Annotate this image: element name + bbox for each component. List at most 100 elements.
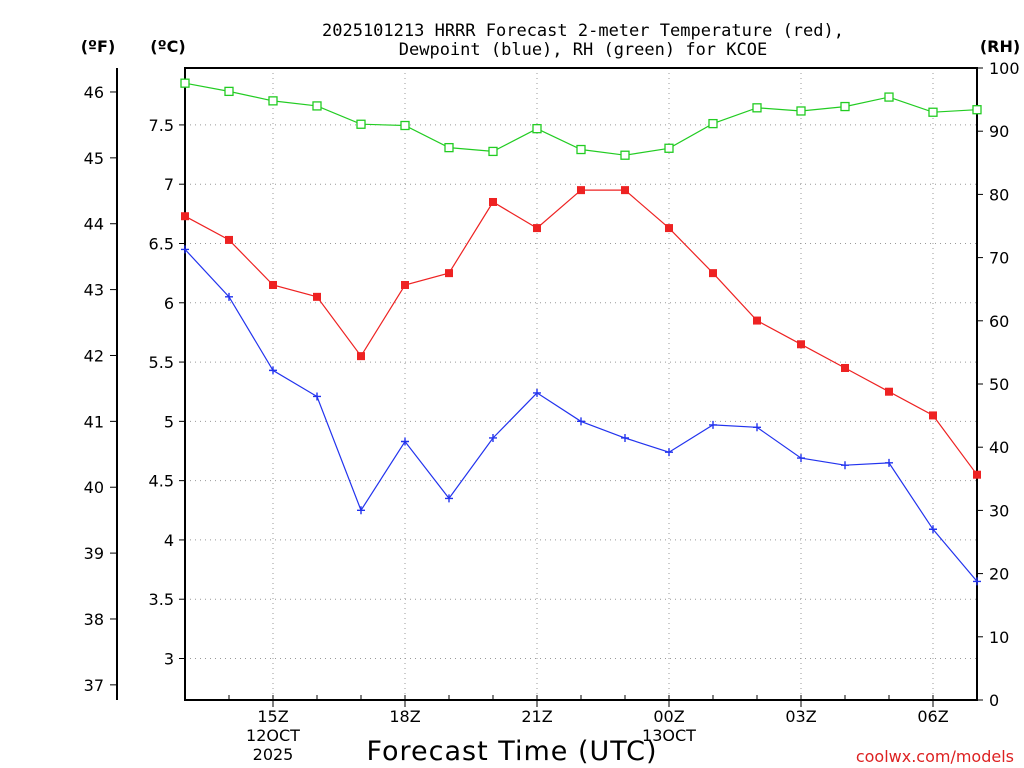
rh-point <box>224 86 234 97</box>
rh-tick-label: 70 <box>989 249 1009 268</box>
temperature-point <box>885 387 893 396</box>
rh-tick-label: 80 <box>989 185 1009 204</box>
chart-title-line2: Dewpoint (blue), RH (green) for KCOE <box>399 40 767 60</box>
temperature-point <box>929 411 937 420</box>
fahrenheit-tick-label: 46 <box>84 83 104 102</box>
dewpoint-point <box>665 448 673 457</box>
dewpoint-point <box>401 437 409 446</box>
rh-point <box>488 146 498 157</box>
temperature-point <box>269 280 277 289</box>
credit-label: coolwx.com/models <box>856 747 1014 766</box>
x-tick-date-label: 13OCT <box>642 726 696 745</box>
dewpoint-point <box>577 417 585 426</box>
rh-tick-label: 0 <box>989 691 999 710</box>
dewpoint-point <box>445 494 453 503</box>
rh-point <box>400 120 410 131</box>
rh-point <box>664 143 674 153</box>
dewpoint-point <box>357 506 365 515</box>
x-tick-label: 15Z <box>257 707 288 726</box>
celsius-tick-label: 6.5 <box>149 234 174 253</box>
chart-title-line1: 2025101213 HRRR Forecast 2-meter Tempera… <box>322 21 844 41</box>
dewpoint-point <box>313 392 321 401</box>
x-tick-label: 06Z <box>917 707 948 726</box>
dewpoint-point <box>181 245 189 254</box>
rh-tick-label: 60 <box>989 312 1009 331</box>
temperature-point <box>401 280 409 289</box>
rh-tick-label: 10 <box>989 628 1009 647</box>
celsius-unit-label: (ºC) <box>150 37 185 56</box>
rh-point <box>840 101 850 112</box>
rh-unit-label: (RH) <box>980 37 1020 56</box>
dewpoint-point <box>269 366 277 375</box>
x-tick-year-label: 2025 <box>253 745 294 764</box>
celsius-tick-label: 4 <box>164 531 174 550</box>
fahrenheit-tick-label: 38 <box>84 610 104 629</box>
temperature-point <box>973 470 981 479</box>
temperature-point <box>533 224 541 233</box>
x-axis-title: Forecast Time (UTC) <box>366 736 657 767</box>
rh-tick-label: 40 <box>989 438 1009 457</box>
fahrenheit-unit-label: (ºF) <box>81 37 116 56</box>
temperature-point <box>753 316 761 325</box>
rh-point <box>752 103 762 113</box>
celsius-tick-label: 3 <box>164 649 174 668</box>
x-tick-label: 00Z <box>653 707 684 726</box>
rh-point <box>620 150 630 160</box>
dewpoint-point <box>841 461 849 470</box>
celsius-tick-label: 4.5 <box>149 472 174 491</box>
fahrenheit-tick-label: 42 <box>84 346 104 365</box>
rh-point <box>180 78 190 88</box>
dewpoint-line <box>184 248 978 582</box>
x-tick-label: 03Z <box>785 707 816 726</box>
x-tick-label: 18Z <box>389 707 420 726</box>
dewpoint-point <box>973 577 981 586</box>
temperature-point <box>577 186 585 195</box>
rh-point <box>444 142 454 153</box>
fahrenheit-tick-label: 44 <box>84 215 104 234</box>
temperature-line <box>184 189 978 476</box>
celsius-tick-label: 3.5 <box>149 590 174 609</box>
x-tick-date-label: 12OCT <box>246 726 300 745</box>
dewpoint-point <box>225 292 233 301</box>
temperature-point <box>841 363 849 372</box>
rh-point <box>708 118 718 129</box>
celsius-tick-label: 5 <box>164 412 174 431</box>
temperature-point <box>357 352 365 361</box>
fahrenheit-tick-label: 39 <box>84 544 104 563</box>
rh-tick-label: 100 <box>989 59 1020 78</box>
fahrenheit-tick-label: 45 <box>84 149 104 168</box>
fahrenheit-tick-label: 40 <box>84 478 104 497</box>
temperature-point <box>181 212 189 221</box>
gridlines <box>185 68 977 700</box>
temperature-point <box>621 186 629 195</box>
dewpoint-point <box>709 420 717 429</box>
rh-tick-label: 20 <box>989 565 1009 584</box>
temperature-point <box>665 224 673 233</box>
rh-tick-label: 30 <box>989 501 1009 520</box>
dewpoint-point <box>885 458 893 467</box>
rh-point <box>532 124 542 134</box>
dewpoint-point <box>797 454 805 463</box>
dewpoint-point <box>621 433 629 442</box>
temperature-point <box>709 269 717 278</box>
dewpoint-point <box>753 423 761 432</box>
rh-point <box>268 96 278 106</box>
plot-frame <box>184 67 978 701</box>
rh-point <box>796 106 806 116</box>
rh-point <box>312 101 322 111</box>
rh-point <box>576 144 586 155</box>
temperature-point <box>797 340 805 349</box>
celsius-tick-label: 7 <box>164 175 174 194</box>
dewpoint-point <box>533 388 541 397</box>
data-series <box>180 78 982 586</box>
rh-tick-label: 50 <box>989 375 1009 394</box>
x-tick-label: 21Z <box>521 707 552 726</box>
temperature-point <box>445 269 453 278</box>
temperature-point <box>313 292 321 301</box>
celsius-tick-label: 6 <box>164 294 174 313</box>
fahrenheit-tick-label: 41 <box>84 412 104 431</box>
rh-tick-label: 90 <box>989 122 1009 141</box>
temperature-point <box>489 197 497 206</box>
